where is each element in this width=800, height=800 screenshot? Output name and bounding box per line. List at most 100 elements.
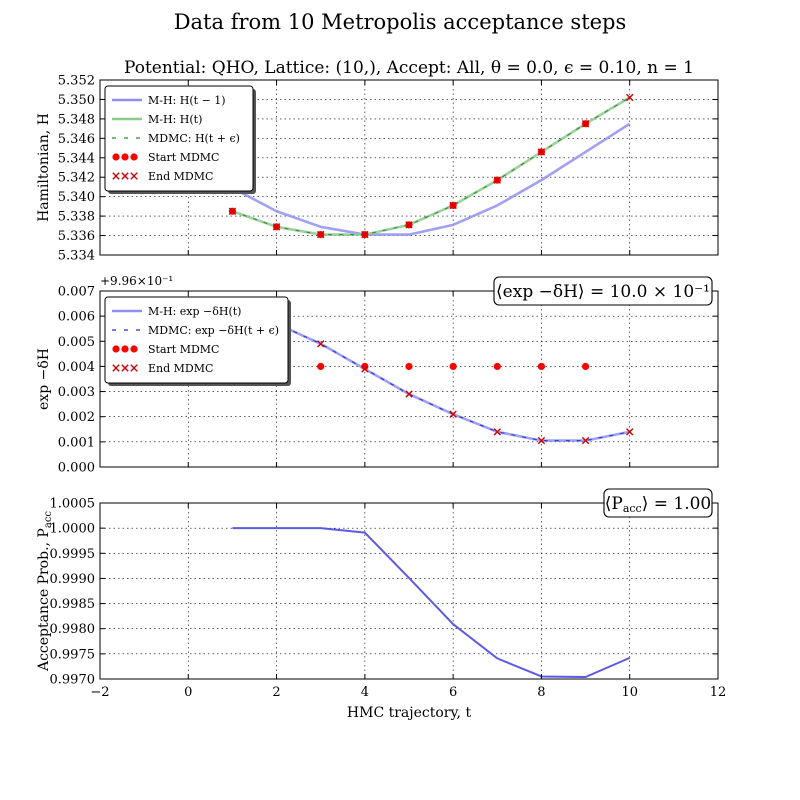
- x-tick-label: 0: [184, 685, 192, 700]
- legend-label: End MDMC: [148, 362, 213, 375]
- annotation-sub: acc: [623, 502, 642, 515]
- legend-marker: [112, 153, 120, 161]
- hamiltonian-panel: 5.334 5.336 5.338 5.340 5.342 5.344 5.346 5.348…: [36, 58, 719, 264]
- legend-label: M-H: H(t − 1): [148, 94, 226, 107]
- end-marker: [493, 176, 501, 184]
- y-axis-label-sub: acc: [43, 511, 54, 529]
- end-marker: [626, 428, 634, 436]
- series-line-1: [231, 96, 631, 236]
- end-marker: [581, 120, 590, 128]
- y-tick-label: 0.9980: [50, 622, 96, 637]
- end-marker: [493, 428, 501, 436]
- series-dash-1: [232, 305, 630, 442]
- start-marker: [581, 362, 590, 371]
- y-tick-label: 5.340: [58, 190, 95, 205]
- end-marker: [361, 230, 369, 239]
- legend-marker: [112, 345, 120, 353]
- y-tick-label: 5.352: [58, 74, 95, 89]
- y-tick-label: 0.9995: [50, 547, 96, 562]
- plot-frame: [99, 79, 719, 256]
- y-tick-label: 5.342: [58, 171, 95, 186]
- y-tick-label: 5.348: [58, 112, 95, 127]
- legend-marker: [112, 172, 120, 180]
- y-tick-label: 0.005: [58, 335, 95, 350]
- annotation-text: ⟨Pacc⟩ = 1.00: [605, 494, 712, 515]
- legend-label: MDMC: H(t + ϵ): [148, 132, 240, 145]
- start-marker: [361, 362, 369, 371]
- y-tick-label: 0.9970: [50, 673, 96, 688]
- x-tick-label: 8: [537, 685, 545, 700]
- y-tick-label: 0.9975: [50, 647, 96, 662]
- series-line-0: [231, 304, 630, 442]
- y-tick-label: 5.344: [58, 151, 95, 166]
- end-marker: [581, 436, 590, 445]
- legend-marker: [121, 364, 129, 372]
- y-tick-label: 0.006: [58, 310, 95, 325]
- y-tick-label: 0.004: [58, 360, 95, 375]
- x-tick-label: 4: [361, 685, 369, 700]
- y-tick-label: 1.0005: [50, 497, 96, 512]
- end-marker: [449, 410, 457, 418]
- y-tick-label: 5.350: [58, 93, 95, 108]
- y-tick-label: 0.9985: [50, 597, 96, 612]
- y-axis-label: Hamiltonian, H: [36, 113, 52, 222]
- panel-title: Potential: QHO, Lattice: (10,), Accept: …: [124, 58, 694, 78]
- legend-marker: [130, 172, 138, 180]
- annotation-box: [493, 276, 713, 306]
- legend-marker: [130, 153, 138, 161]
- x-axis-label: HMC trajectory, t: [347, 705, 472, 721]
- y-tick-label: 0.000: [58, 461, 95, 476]
- y-tick-label: 5.336: [58, 229, 95, 244]
- start-marker: [317, 362, 325, 371]
- x-tick-label: 12: [710, 685, 727, 700]
- legend-marker: [121, 153, 129, 161]
- y-tick-label: 5.346: [58, 132, 95, 147]
- series-line-0: [231, 122, 631, 236]
- plot-frame: [99, 502, 719, 680]
- legend-marker: [130, 345, 138, 353]
- x-tick-label: 2: [272, 685, 280, 700]
- legend-label: M-H: exp −δH(t): [148, 305, 241, 318]
- figure-title: Data from 10 Metropolis acceptance steps: [173, 10, 627, 34]
- end-marker: [405, 221, 413, 229]
- start-marker: [493, 362, 501, 371]
- y-tick-label: 1.0000: [50, 522, 96, 537]
- end-marker: [405, 390, 413, 398]
- legend-label: Start MDMC: [148, 343, 219, 356]
- legend-marker: [121, 172, 129, 180]
- y-tick-label: 0.007: [58, 285, 95, 300]
- exp-delta-h-panel: 0.000 0.001 0.002 0.003 0.004 0.005 0.006 0.007…: [36, 274, 719, 476]
- plot-frame: [99, 290, 719, 468]
- legend-label: MDMC: exp −δH(t + ϵ): [148, 324, 279, 337]
- y-tick-label: 0.001: [58, 435, 95, 450]
- legend-marker: [121, 345, 129, 353]
- start-marker: [449, 362, 457, 371]
- series-line-0: [232, 527, 631, 678]
- x-tick-label: −2: [90, 685, 109, 700]
- legend-label: M-H: H(t): [148, 113, 202, 126]
- end-marker: [317, 230, 325, 239]
- annotation-text: ⟨exp −δH⟩ = 10.0 × 10⁻¹: [496, 282, 710, 302]
- y-tick-label: 5.338: [58, 210, 95, 225]
- annotation-rest: ⟩ = 1.00: [642, 494, 712, 514]
- offset-label: +9.96×10⁻¹: [100, 274, 173, 288]
- end-marker: [361, 365, 369, 373]
- x-tick-label: 6: [449, 685, 457, 700]
- end-marker: [626, 93, 634, 102]
- y-tick-label: 0.002: [58, 410, 95, 425]
- end-marker: [537, 148, 546, 156]
- legend-marker: [130, 364, 138, 372]
- legend-box: [104, 296, 289, 384]
- end-marker: [317, 340, 325, 348]
- y-tick-label: 0.9990: [50, 572, 96, 587]
- end-marker: [449, 201, 457, 210]
- y-tick-label: 0.003: [58, 385, 95, 400]
- y-axis-label: exp −δH: [36, 348, 52, 410]
- y-tick-label: 5.334: [58, 249, 95, 264]
- legend-label: Start MDMC: [148, 151, 219, 164]
- series-dash-2: [232, 97, 630, 236]
- x-tick-label: 10: [621, 685, 638, 700]
- end-marker: [228, 207, 237, 215]
- y-axis-label: Acceptance Prob., Pacc: [36, 511, 54, 672]
